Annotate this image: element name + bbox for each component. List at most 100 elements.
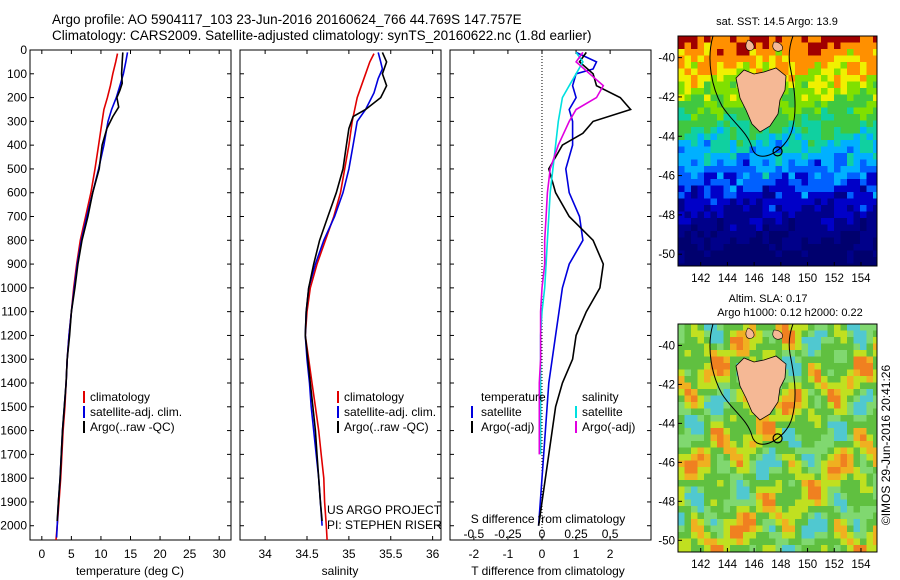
lon-tick-label: 144 xyxy=(718,273,738,285)
depth-tick-label: 600 xyxy=(7,186,27,200)
heatmap-cell xyxy=(821,369,828,377)
heatmap-cell xyxy=(808,107,815,115)
heatmap-cell xyxy=(710,127,718,134)
heatmap-cell xyxy=(704,389,711,396)
heatmap-cell xyxy=(847,179,854,186)
heatmap-cell xyxy=(827,512,835,520)
heatmap-cell xyxy=(697,421,705,429)
heatmap-cell xyxy=(684,36,692,43)
heatmap-cell xyxy=(762,133,770,141)
heatmap-cell xyxy=(873,263,877,266)
heatmap-cell xyxy=(860,467,867,474)
heatmap-cell xyxy=(814,356,822,364)
heatmap-cell xyxy=(808,324,815,331)
heatmap-cell xyxy=(827,415,835,422)
heatmap-cell xyxy=(788,512,796,520)
heatmap-cell xyxy=(788,185,796,193)
heatmap-cell xyxy=(723,263,731,266)
heatmap-cell xyxy=(678,237,685,245)
heatmap-cell xyxy=(730,237,737,245)
heatmap-cell xyxy=(782,486,789,494)
heatmap-cell xyxy=(788,343,796,351)
heatmap-cell xyxy=(840,415,848,422)
heatmap-cell xyxy=(808,486,815,494)
heatmap-cell xyxy=(801,363,809,370)
heatmap-cell xyxy=(821,120,828,128)
heatmap-cell xyxy=(795,460,802,468)
heatmap-cell xyxy=(697,127,705,134)
heatmap-cell xyxy=(782,42,789,50)
heatmap-cell xyxy=(808,36,815,43)
lon-tick-label: 150 xyxy=(798,559,817,571)
heatmap-cell xyxy=(801,460,809,468)
heatmap-cell xyxy=(691,224,698,232)
heatmap-cell xyxy=(788,211,796,219)
heatmap-cell xyxy=(853,68,861,76)
heatmap-cell xyxy=(840,166,848,173)
heatmap-cell xyxy=(814,512,822,520)
heatmap-cell xyxy=(691,506,698,513)
heatmap-cell xyxy=(723,447,731,455)
heatmap-cell xyxy=(730,88,737,95)
heatmap-cell xyxy=(866,538,874,546)
heatmap-cell xyxy=(860,107,867,115)
heatmap-cell xyxy=(808,447,815,455)
heatmap-cell xyxy=(697,192,705,199)
heatmap-cell xyxy=(782,408,789,416)
heatmap-cell xyxy=(723,49,731,56)
heatmap-cell xyxy=(788,120,796,128)
heatmap-cell xyxy=(782,376,789,383)
heatmap-cell xyxy=(736,224,744,232)
heatmap-cell xyxy=(853,101,861,108)
heatmap-cell xyxy=(704,434,711,442)
heatmap-cell xyxy=(743,120,750,128)
heatmap-cell xyxy=(821,49,828,56)
heatmap-cell xyxy=(788,506,796,513)
heatmap-cell xyxy=(684,211,692,219)
heatmap-cell xyxy=(730,493,737,500)
heatmap-cell xyxy=(749,486,757,494)
heatmap-cell xyxy=(834,146,841,154)
heatmap-cell xyxy=(697,486,705,494)
heatmap-cell xyxy=(710,551,718,552)
heatmap-cell xyxy=(723,551,731,552)
heatmap-cell xyxy=(723,205,731,212)
heatmap-cell xyxy=(775,421,783,429)
heatmap-cell xyxy=(749,172,757,180)
heatmap-cell xyxy=(847,159,854,167)
heatmap-cell xyxy=(762,36,770,43)
heatmap-cell xyxy=(873,395,877,403)
heatmap-cell xyxy=(834,42,841,50)
heatmap-cell xyxy=(795,257,802,264)
heatmap-cell xyxy=(795,114,802,121)
heatmap-cell xyxy=(847,467,854,474)
heatmap-cell xyxy=(684,415,692,422)
heatmap-cell xyxy=(710,382,718,390)
heatmap-cell xyxy=(814,369,822,377)
heatmap-cell xyxy=(860,545,867,552)
heatmap-cell xyxy=(736,192,744,199)
heatmap-cell xyxy=(847,519,854,526)
heatmap-cell xyxy=(834,179,841,186)
heatmap-cell xyxy=(684,192,692,199)
heatmap-cell xyxy=(853,330,861,338)
lat-tick-label: -50 xyxy=(658,535,675,547)
heatmap-cell xyxy=(834,133,841,141)
heatmap-cell xyxy=(795,146,802,154)
heatmap-cell xyxy=(834,62,841,69)
heatmap-cell xyxy=(853,42,861,50)
heatmap-cell xyxy=(749,493,757,500)
heatmap-cell xyxy=(762,42,770,50)
heatmap-cell xyxy=(704,408,711,416)
lon-tick-label: 142 xyxy=(691,559,710,571)
heatmap-cell xyxy=(736,107,744,115)
heatmap-cell xyxy=(710,343,718,351)
heatmap-cell xyxy=(691,211,698,219)
heatmap-cell xyxy=(873,231,877,238)
heatmap-cell xyxy=(736,257,744,264)
heatmap-cell xyxy=(821,441,828,448)
heatmap-cell xyxy=(847,107,854,115)
heatmap-cell xyxy=(840,545,848,552)
heatmap-cell xyxy=(769,120,776,128)
heatmap-cell xyxy=(762,179,770,186)
